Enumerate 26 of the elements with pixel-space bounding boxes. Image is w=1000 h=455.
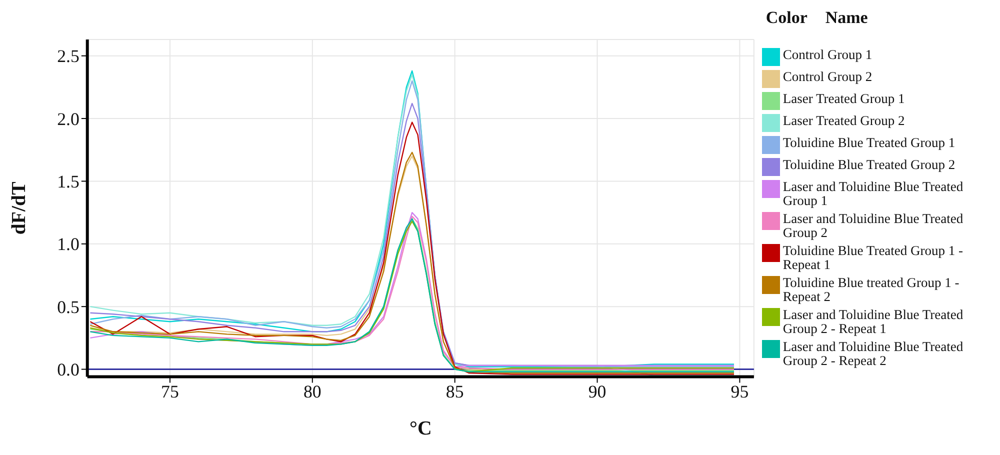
y-tick-label: 0.5 xyxy=(57,296,80,317)
legend-label: Control Group 2 xyxy=(782,69,872,84)
x-tick-label: 75 xyxy=(161,381,179,402)
x-tick-label: 80 xyxy=(303,381,322,402)
x-axis-title: °C xyxy=(410,417,432,440)
legend-label: Toluidine Blue Treated Group 1 xyxy=(782,135,956,150)
y-tick-label: 1.0 xyxy=(57,234,80,254)
y-tick-label: 2.0 xyxy=(57,108,80,129)
x-tick-label: 90 xyxy=(588,381,606,402)
legend-label: Control Group 1 xyxy=(782,47,872,62)
legend-title: Color Name xyxy=(766,8,869,28)
y-tick-label: 1.5 xyxy=(57,172,80,192)
y-axis-title: dF/dT xyxy=(8,182,30,235)
legend-label: Laser and Toluidine Blue Treated Group 2 - Repeat 1 xyxy=(782,307,964,336)
x-tick-label: 95 xyxy=(730,381,749,402)
y-tick-label: 0.0 xyxy=(57,360,80,380)
legend-label: Toluidine Blue Treated Group 2 xyxy=(782,157,956,172)
legend-label: Toluidine Blue treated Group 1 - Repeat 2 xyxy=(782,275,960,304)
y-tick-label: 2.5 xyxy=(57,46,80,66)
legend-label: Laser and Toluidine Blue Treated Group 2 - Repeat 2 xyxy=(782,339,964,368)
legend-label: Toluidine Blue Treated Group 1 - Repeat 1 xyxy=(782,243,964,272)
legend-label: Laser and Toluidine Blue Treated Group 2 xyxy=(782,211,964,240)
x-tick-label: 85 xyxy=(446,381,464,402)
legend-label: Laser Treated Group 1 xyxy=(782,91,905,106)
legend-label: Laser Treated Group 2 xyxy=(782,113,905,128)
legend-label: Laser and Toluidine Blue Treated Group 1 xyxy=(782,179,964,208)
